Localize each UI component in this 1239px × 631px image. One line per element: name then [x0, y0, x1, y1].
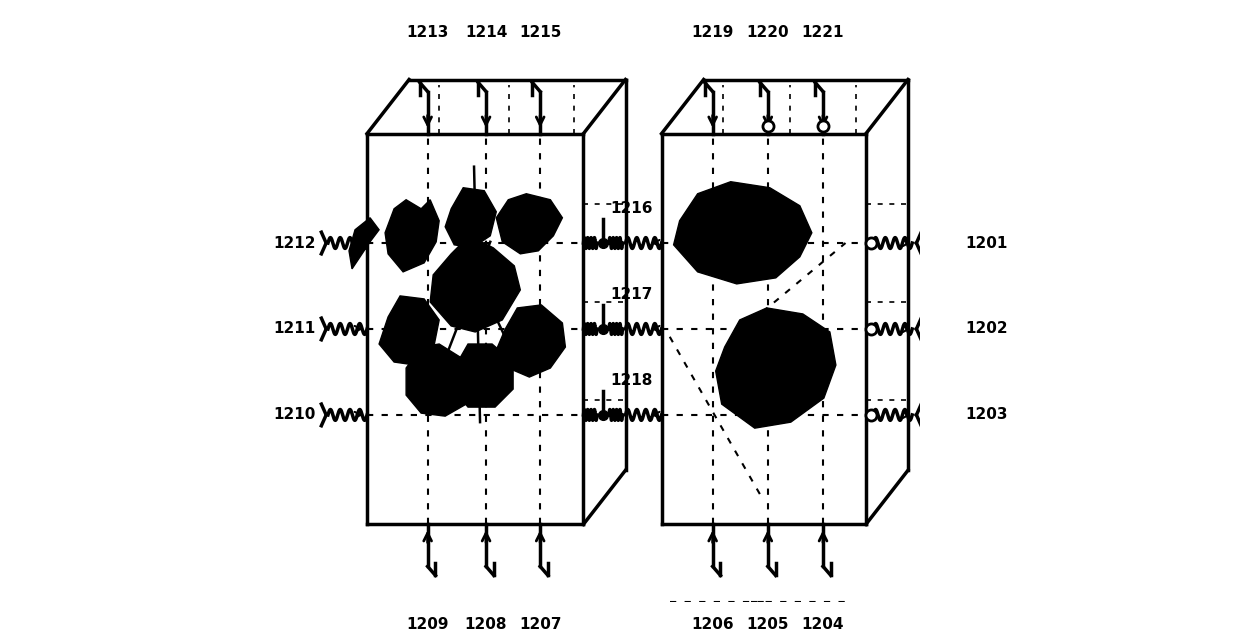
- Text: 1218: 1218: [610, 373, 653, 388]
- Polygon shape: [497, 305, 565, 377]
- Text: 1206: 1206: [691, 618, 733, 631]
- Text: 1212: 1212: [274, 235, 316, 251]
- Text: 1208: 1208: [465, 618, 507, 631]
- Polygon shape: [445, 187, 497, 248]
- Text: 1221: 1221: [802, 25, 844, 40]
- Text: 1211: 1211: [274, 321, 316, 336]
- Text: 1219: 1219: [691, 25, 733, 40]
- Text: 1210: 1210: [274, 408, 316, 422]
- Polygon shape: [497, 194, 563, 254]
- Text: 1203: 1203: [965, 408, 1007, 422]
- Text: 1220: 1220: [747, 25, 789, 40]
- Polygon shape: [406, 344, 476, 416]
- Text: 1213: 1213: [406, 25, 449, 40]
- Text: 1217: 1217: [610, 287, 653, 302]
- Polygon shape: [430, 236, 520, 332]
- Text: 1204: 1204: [802, 618, 844, 631]
- Polygon shape: [385, 200, 439, 272]
- Text: 1215: 1215: [519, 25, 561, 40]
- Text: 1209: 1209: [406, 618, 449, 631]
- Polygon shape: [674, 182, 812, 284]
- Polygon shape: [716, 308, 836, 428]
- Text: 1207: 1207: [519, 618, 561, 631]
- Text: 1205: 1205: [747, 618, 789, 631]
- Text: 1202: 1202: [965, 321, 1007, 336]
- Polygon shape: [349, 218, 379, 269]
- Text: 1216: 1216: [610, 201, 653, 216]
- Text: 1201: 1201: [965, 235, 1007, 251]
- Text: 1214: 1214: [465, 25, 507, 40]
- Polygon shape: [379, 296, 439, 365]
- Polygon shape: [453, 344, 513, 407]
